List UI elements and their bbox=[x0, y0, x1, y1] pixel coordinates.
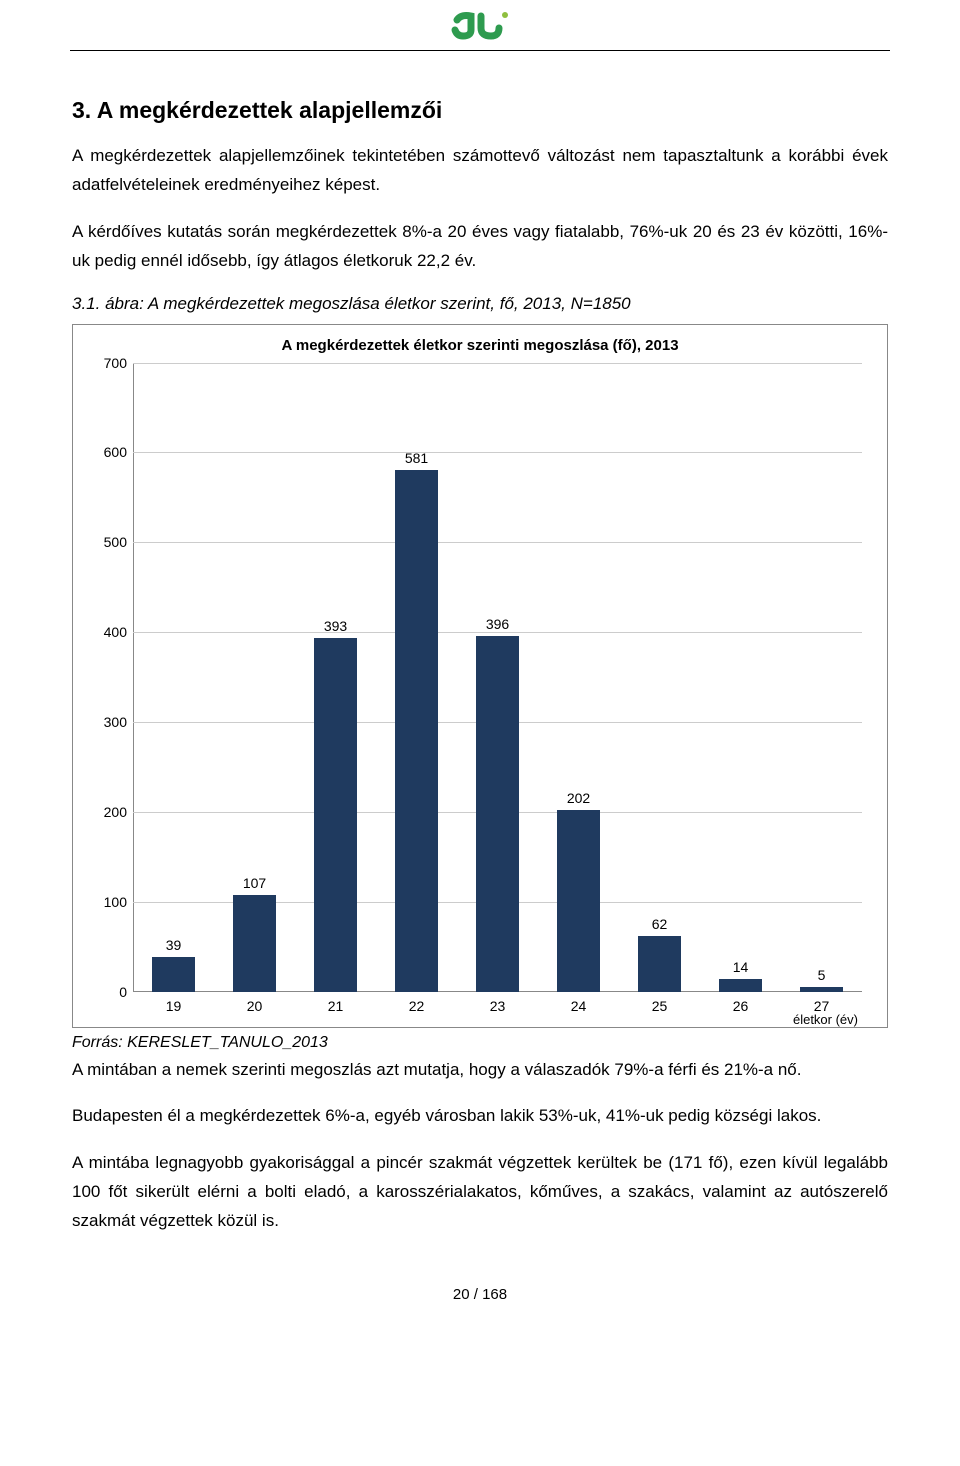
bar bbox=[233, 895, 275, 991]
chart-source: Forrás: KERESLET_TANULO_2013 bbox=[72, 1034, 888, 1052]
bar-value-label: 202 bbox=[567, 790, 590, 806]
paragraph-1: A megkérdezettek alapjellemzőinek tekint… bbox=[72, 142, 888, 200]
paragraph-2: A kérdőíves kutatás során megkérdezettek… bbox=[72, 218, 888, 276]
xtick-label: 27 bbox=[814, 998, 830, 1014]
axis-y bbox=[133, 363, 134, 992]
xtick-label: 19 bbox=[166, 998, 182, 1014]
paragraph-3: A mintában a nemek szerinti megoszlás az… bbox=[72, 1056, 888, 1085]
gridline bbox=[133, 452, 862, 453]
xtick-label: 26 bbox=[733, 998, 749, 1014]
chart-title: A megkérdezettek életkor szerinti megosz… bbox=[83, 337, 877, 354]
bar bbox=[152, 957, 194, 992]
gridline bbox=[133, 632, 862, 633]
ytick-label: 500 bbox=[87, 534, 127, 550]
bar bbox=[638, 936, 680, 992]
bar bbox=[557, 810, 599, 992]
ytick-label: 300 bbox=[87, 714, 127, 730]
bar-value-label: 14 bbox=[733, 959, 749, 975]
bar-value-label: 393 bbox=[324, 618, 347, 634]
gridline bbox=[133, 363, 862, 364]
bar bbox=[395, 470, 437, 992]
paragraph-4: Budapesten él a megkérdezettek 6%-a, egy… bbox=[72, 1102, 888, 1131]
xtick-label: 25 bbox=[652, 998, 668, 1014]
bar bbox=[719, 979, 761, 992]
chart-container: A megkérdezettek életkor szerinti megosz… bbox=[72, 324, 888, 1028]
bar bbox=[476, 636, 518, 992]
ytick-label: 700 bbox=[87, 355, 127, 371]
bar-value-label: 581 bbox=[405, 450, 428, 466]
xtick-label: 24 bbox=[571, 998, 587, 1014]
paragraph-5: A mintába legnagyobb gyakorisággal a pin… bbox=[72, 1149, 888, 1236]
bar bbox=[800, 987, 842, 991]
bar-value-label: 396 bbox=[486, 616, 509, 632]
bar-value-label: 62 bbox=[652, 916, 668, 932]
section-heading: 3. A megkérdezettek alapjellemzői bbox=[72, 97, 888, 124]
ytick-label: 600 bbox=[87, 444, 127, 460]
logo bbox=[447, 8, 513, 47]
xtick-label: 21 bbox=[328, 998, 344, 1014]
ytick-label: 100 bbox=[87, 894, 127, 910]
ytick-label: 0 bbox=[87, 984, 127, 1000]
page-number: 20 / 168 bbox=[0, 1286, 960, 1323]
chart-plot: életkor (év) 010020030040050060070039191… bbox=[133, 363, 862, 992]
ytick-label: 200 bbox=[87, 804, 127, 820]
ytick-label: 400 bbox=[87, 624, 127, 640]
bar-value-label: 5 bbox=[818, 967, 826, 983]
xaxis-label: életkor (év) bbox=[793, 1012, 858, 1027]
gridline bbox=[133, 542, 862, 543]
figure-caption: 3.1. ábra: A megkérdezettek megoszlása é… bbox=[72, 294, 888, 314]
bar-value-label: 39 bbox=[166, 937, 182, 953]
xtick-label: 20 bbox=[247, 998, 263, 1014]
xtick-label: 23 bbox=[490, 998, 506, 1014]
bar bbox=[314, 638, 356, 991]
bar-value-label: 107 bbox=[243, 875, 266, 891]
xtick-label: 22 bbox=[409, 998, 425, 1014]
